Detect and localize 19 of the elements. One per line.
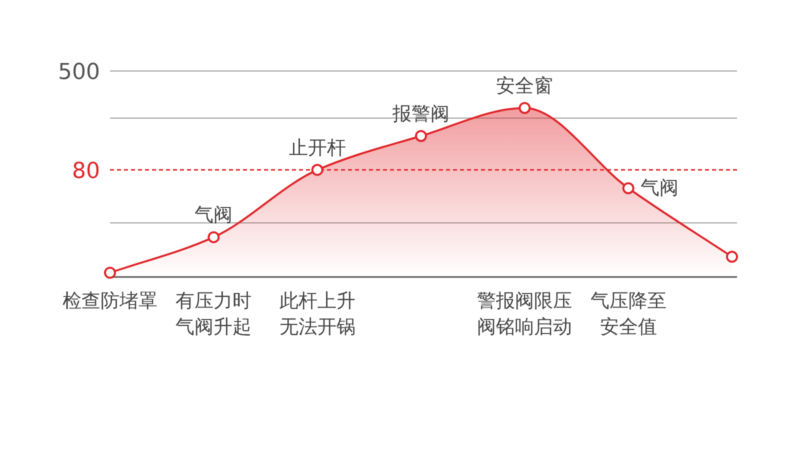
x-tick-label: 此杆上升无法开锅	[279, 290, 356, 338]
point	[311, 164, 324, 176]
point	[518, 102, 531, 114]
point	[104, 266, 116, 279]
x-tick-label: 气压降至安全值	[590, 290, 666, 338]
x-tick-label: 有压力时气阀升起	[176, 290, 252, 338]
x-tick-label: 警报阀限压阀铭响启动	[477, 290, 572, 338]
data-label: 气阀	[194, 204, 233, 226]
data-label: 安全窗	[496, 74, 554, 97]
point	[208, 231, 220, 244]
x-tick-label: 检查防堵罩	[62, 290, 158, 312]
point	[726, 250, 738, 263]
data-label: 气阀	[640, 177, 678, 200]
data-label: 止开杆	[288, 136, 346, 159]
y-tick-label: 80	[72, 158, 100, 184]
point	[415, 130, 427, 142]
point	[622, 182, 634, 194]
data-label: 报警阀	[392, 102, 450, 125]
y-tick-label: 500	[58, 60, 100, 85]
